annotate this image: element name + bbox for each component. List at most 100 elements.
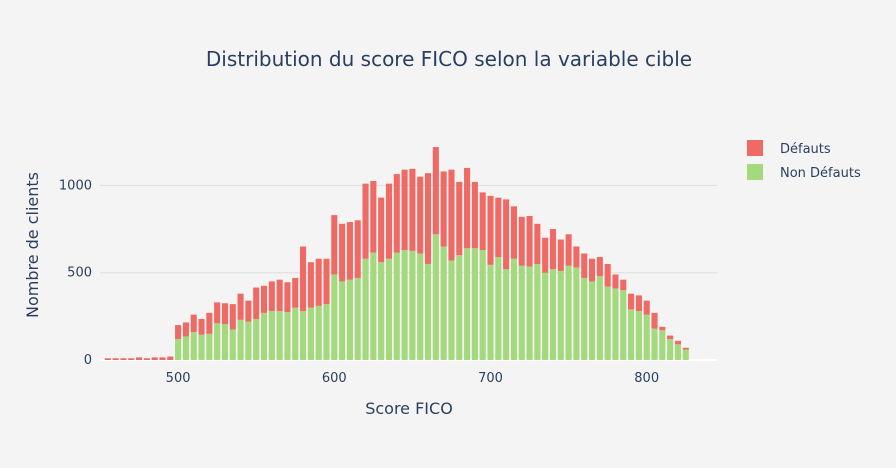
- bar-defauts[interactable]: [323, 258, 330, 305]
- bar-defauts[interactable]: [385, 183, 393, 259]
- bar-defauts[interactable]: [315, 258, 322, 306]
- bar-non-defauts[interactable]: [682, 349, 689, 360]
- bar-non-defauts[interactable]: [565, 265, 572, 360]
- bar-defauts[interactable]: [448, 169, 455, 261]
- bar-defauts[interactable]: [229, 304, 236, 330]
- bar-non-defauts[interactable]: [674, 344, 681, 360]
- bar-non-defauts[interactable]: [346, 279, 353, 360]
- bar-defauts[interactable]: [424, 173, 432, 264]
- bar-defauts[interactable]: [620, 279, 627, 291]
- bar-defauts[interactable]: [565, 234, 572, 266]
- bar-defauts[interactable]: [479, 192, 486, 250]
- bar-defauts[interactable]: [206, 312, 213, 334]
- bar-defauts[interactable]: [549, 229, 557, 270]
- bar-defauts[interactable]: [370, 181, 377, 253]
- legend-item-defauts[interactable]: Défauts: [747, 140, 831, 157]
- bar-non-defauts[interactable]: [667, 339, 674, 360]
- bar-non-defauts[interactable]: [284, 311, 291, 360]
- bar-non-defauts[interactable]: [503, 269, 510, 360]
- bar-defauts[interactable]: [284, 282, 291, 312]
- bar-non-defauts[interactable]: [229, 329, 236, 360]
- bar-non-defauts[interactable]: [417, 253, 424, 360]
- bar-non-defauts[interactable]: [604, 286, 611, 360]
- bar-non-defauts[interactable]: [300, 311, 307, 360]
- bar-defauts[interactable]: [628, 293, 635, 310]
- bar-non-defauts[interactable]: [331, 274, 338, 360]
- bar-defauts[interactable]: [588, 258, 596, 282]
- bar-non-defauts[interactable]: [557, 270, 564, 360]
- bar-defauts[interactable]: [159, 357, 166, 360]
- bar-defauts[interactable]: [503, 199, 510, 270]
- bar-defauts[interactable]: [401, 169, 408, 250]
- bar-non-defauts[interactable]: [479, 250, 486, 360]
- bar-non-defauts[interactable]: [175, 339, 182, 360]
- bar-defauts[interactable]: [409, 168, 416, 251]
- bar-non-defauts[interactable]: [510, 258, 517, 360]
- bar-non-defauts[interactable]: [268, 311, 275, 360]
- bar-defauts[interactable]: [237, 293, 244, 320]
- bar-non-defauts[interactable]: [612, 288, 619, 360]
- bar-defauts[interactable]: [292, 277, 299, 308]
- bar-defauts[interactable]: [440, 171, 447, 247]
- bar-non-defauts[interactable]: [206, 333, 213, 360]
- bar-non-defauts[interactable]: [651, 328, 658, 360]
- bar-defauts[interactable]: [104, 358, 111, 360]
- bar-defauts[interactable]: [221, 303, 229, 325]
- bar-non-defauts[interactable]: [581, 277, 588, 360]
- bar-non-defauts[interactable]: [487, 264, 494, 360]
- bar-defauts[interactable]: [659, 326, 666, 331]
- bar-defauts[interactable]: [307, 262, 314, 308]
- bar-defauts[interactable]: [464, 167, 471, 249]
- bar-defauts[interactable]: [471, 181, 478, 249]
- bar-non-defauts[interactable]: [190, 332, 197, 360]
- bar-non-defauts[interactable]: [401, 250, 408, 360]
- bar-defauts[interactable]: [456, 181, 463, 256]
- bar-non-defauts[interactable]: [292, 307, 299, 360]
- bar-defauts[interactable]: [167, 356, 174, 360]
- bar-defauts[interactable]: [151, 357, 158, 360]
- bar-defauts[interactable]: [651, 312, 658, 329]
- bar-defauts[interactable]: [136, 357, 143, 360]
- bar-defauts[interactable]: [182, 322, 189, 337]
- bar-non-defauts[interactable]: [214, 323, 221, 360]
- bar-defauts[interactable]: [432, 146, 439, 235]
- bar-non-defauts[interactable]: [424, 263, 432, 360]
- bar-non-defauts[interactable]: [182, 336, 189, 360]
- bar-defauts[interactable]: [573, 246, 580, 268]
- bar-defauts[interactable]: [128, 358, 135, 360]
- bar-non-defauts[interactable]: [635, 311, 642, 360]
- bar-non-defauts[interactable]: [237, 319, 244, 360]
- bar-non-defauts[interactable]: [440, 246, 447, 360]
- bar-defauts[interactable]: [300, 246, 307, 312]
- bar-non-defauts[interactable]: [370, 252, 377, 360]
- bar-non-defauts[interactable]: [393, 252, 400, 360]
- bar-defauts[interactable]: [510, 206, 517, 259]
- bar-defauts[interactable]: [214, 302, 221, 324]
- bar-non-defauts[interactable]: [573, 267, 580, 360]
- bar-non-defauts[interactable]: [628, 309, 635, 360]
- bar-defauts[interactable]: [268, 281, 275, 312]
- bar-defauts[interactable]: [253, 287, 260, 319]
- bar-non-defauts[interactable]: [221, 324, 229, 360]
- bar-non-defauts[interactable]: [315, 305, 322, 360]
- bar-defauts[interactable]: [682, 347, 689, 350]
- bar-non-defauts[interactable]: [198, 334, 205, 360]
- bar-defauts[interactable]: [276, 279, 283, 312]
- bar-defauts[interactable]: [190, 314, 197, 333]
- bar-non-defauts[interactable]: [518, 265, 525, 360]
- bar-non-defauts[interactable]: [432, 234, 439, 360]
- bar-defauts[interactable]: [378, 197, 385, 263]
- bar-defauts[interactable]: [534, 223, 541, 264]
- bar-defauts[interactable]: [518, 216, 525, 266]
- bar-non-defauts[interactable]: [307, 307, 314, 360]
- bar-non-defauts[interactable]: [534, 263, 541, 360]
- bar-non-defauts[interactable]: [456, 255, 463, 360]
- bar-defauts[interactable]: [120, 358, 127, 360]
- bar-defauts[interactable]: [362, 183, 369, 259]
- bar-defauts[interactable]: [393, 174, 400, 253]
- bar-defauts[interactable]: [596, 256, 603, 277]
- bar-non-defauts[interactable]: [542, 272, 549, 360]
- bar-non-defauts[interactable]: [409, 250, 416, 360]
- bar-non-defauts[interactable]: [526, 266, 533, 360]
- bar-non-defauts[interactable]: [385, 258, 393, 360]
